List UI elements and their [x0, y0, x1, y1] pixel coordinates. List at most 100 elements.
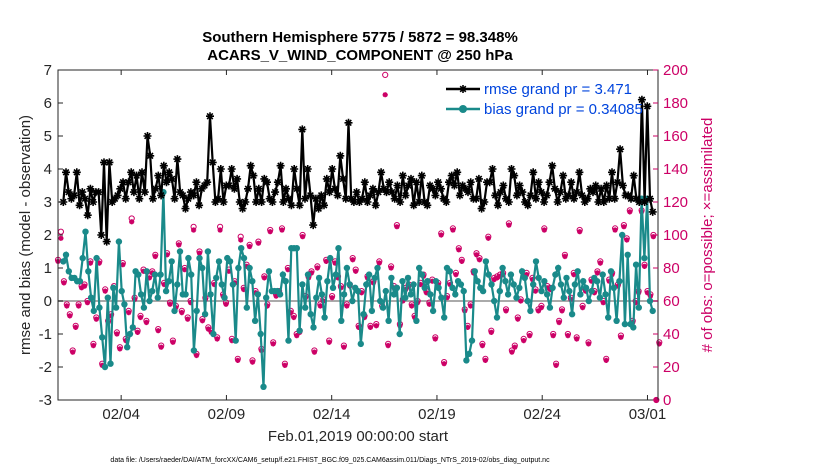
- obs-assimilated-marker: [267, 229, 273, 235]
- rmse-point: [591, 181, 600, 190]
- obs-assimilated-marker-glyph: [249, 359, 256, 365]
- rmse-point-glyph: [610, 194, 619, 203]
- bias-point: [302, 304, 309, 311]
- rmse-point-glyph: [330, 184, 339, 193]
- bias-point: [568, 311, 576, 318]
- obs-assimilated-marker: [417, 281, 424, 288]
- bias-point: [146, 297, 153, 305]
- obs-assimilated-marker: [81, 283, 88, 289]
- rmse-point-glyph: [322, 174, 331, 183]
- rmse-point-glyph: [59, 198, 68, 206]
- obs-assimilated-marker: [550, 333, 556, 339]
- obs-assimilated-marker-glyph: [135, 329, 141, 335]
- bias-point: [215, 258, 223, 265]
- bias-point: [535, 274, 542, 282]
- rmse-point-glyph: [515, 181, 524, 190]
- obs-assimilated-marker: [606, 278, 612, 284]
- obs-assimilated-marker-glyph: [447, 281, 453, 288]
- obs-assimilated-marker: [532, 288, 539, 294]
- obs-assimilated-marker: [350, 257, 356, 263]
- rmse-point-glyph: [132, 171, 141, 180]
- rmse-point: [385, 178, 394, 187]
- rmse-point-glyph: [570, 194, 578, 203]
- rmse-point-glyph: [393, 181, 402, 190]
- rmse-point-glyph: [62, 168, 70, 177]
- rmse-point-glyph: [363, 198, 372, 206]
- rmse-point: [589, 188, 597, 197]
- rmse-point: [238, 204, 247, 213]
- obs-assimilated-marker-glyph: [429, 278, 435, 284]
- obs-assimilated-marker-glyph: [591, 290, 597, 296]
- bias-point: [507, 271, 515, 278]
- obs-assimilated-marker: [453, 272, 459, 278]
- obs-assimilated-marker: [571, 272, 577, 278]
- rmse-point-glyph: [159, 161, 168, 170]
- obs-assimilated-marker-glyph: [294, 333, 300, 339]
- y-tick-label: 0: [44, 293, 52, 310]
- rmse-point: [83, 211, 92, 220]
- rmse-point-glyph: [314, 204, 323, 213]
- obs-assimilated-marker-glyph: [476, 257, 483, 263]
- rmse-point: [426, 181, 434, 190]
- obs-assimilated-marker: [409, 303, 415, 309]
- rmse-point: [510, 171, 519, 180]
- rmse-point: [119, 178, 127, 187]
- rmse-point: [64, 188, 73, 197]
- bias-point: [232, 337, 239, 344]
- rmse-point: [162, 178, 171, 187]
- rmse-point-glyph: [279, 198, 288, 206]
- rmse-point-glyph: [379, 184, 388, 193]
- bias-point: [126, 330, 134, 338]
- obs-assimilated-marker-glyph: [188, 300, 194, 306]
- rmse-point-glyph: [252, 198, 261, 206]
- x-tick-label: 02/24: [523, 406, 561, 423]
- obs-assimilated-marker-glyph: [241, 286, 247, 293]
- obs-assimilated-marker-glyph: [503, 308, 509, 314]
- rmse-point-glyph: [181, 204, 190, 213]
- obs-assimilated-marker: [79, 285, 85, 291]
- obs-assimilated-marker-glyph: [311, 349, 317, 355]
- rmse-point-glyph: [466, 178, 475, 187]
- bias-point: [488, 281, 495, 288]
- rmse-point-glyph: [78, 188, 87, 197]
- bias-point: [385, 317, 392, 324]
- rmse-point: [434, 178, 443, 187]
- bias-point: [135, 271, 142, 278]
- bias-point: [532, 258, 540, 265]
- rmse-point-glyph: [290, 165, 299, 173]
- obs-assimilated-marker-glyph: [211, 281, 217, 288]
- rmse-point: [116, 184, 125, 193]
- rmse-point-glyph: [382, 188, 391, 197]
- bias-point: [516, 284, 523, 291]
- obs-assimilated-marker-glyph: [600, 300, 606, 306]
- obs-assimilated-marker-glyph: [532, 288, 539, 294]
- rmse-point-glyph: [265, 194, 274, 203]
- obs-assimilated-marker: [146, 275, 152, 281]
- rmse-point-glyph: [545, 178, 554, 187]
- obs-assimilated-marker-glyph: [161, 281, 167, 288]
- rmse-point: [632, 194, 641, 203]
- bias-point: [285, 337, 292, 344]
- obs-assimilated-marker: [388, 265, 394, 271]
- rmse-point-glyph: [241, 198, 250, 206]
- bias-point: [471, 268, 478, 275]
- rmse-point: [515, 181, 524, 190]
- rmse-point: [273, 178, 282, 187]
- rmse-point-glyph: [284, 194, 293, 203]
- rmse-point-glyph: [298, 125, 307, 134]
- obs-assimilated-marker-glyph: [90, 342, 96, 349]
- obs-assimilated-marker: [538, 305, 544, 311]
- obs-assimilated-marker-glyph: [597, 260, 603, 266]
- obs-assimilated-marker: [247, 243, 253, 250]
- right-tick-label: 160: [663, 128, 688, 145]
- bias-point: [82, 228, 89, 235]
- rmse-point: [548, 161, 557, 170]
- rmse-point-glyph: [216, 165, 225, 173]
- obs-assimilated-marker-glyph: [426, 301, 432, 307]
- bias-point: [418, 271, 426, 278]
- rmse-point: [358, 194, 367, 203]
- obs-assimilated-marker-glyph: [621, 224, 627, 230]
- rmse-point-glyph: [534, 178, 543, 187]
- obs-assimilated-marker-glyph: [70, 349, 76, 355]
